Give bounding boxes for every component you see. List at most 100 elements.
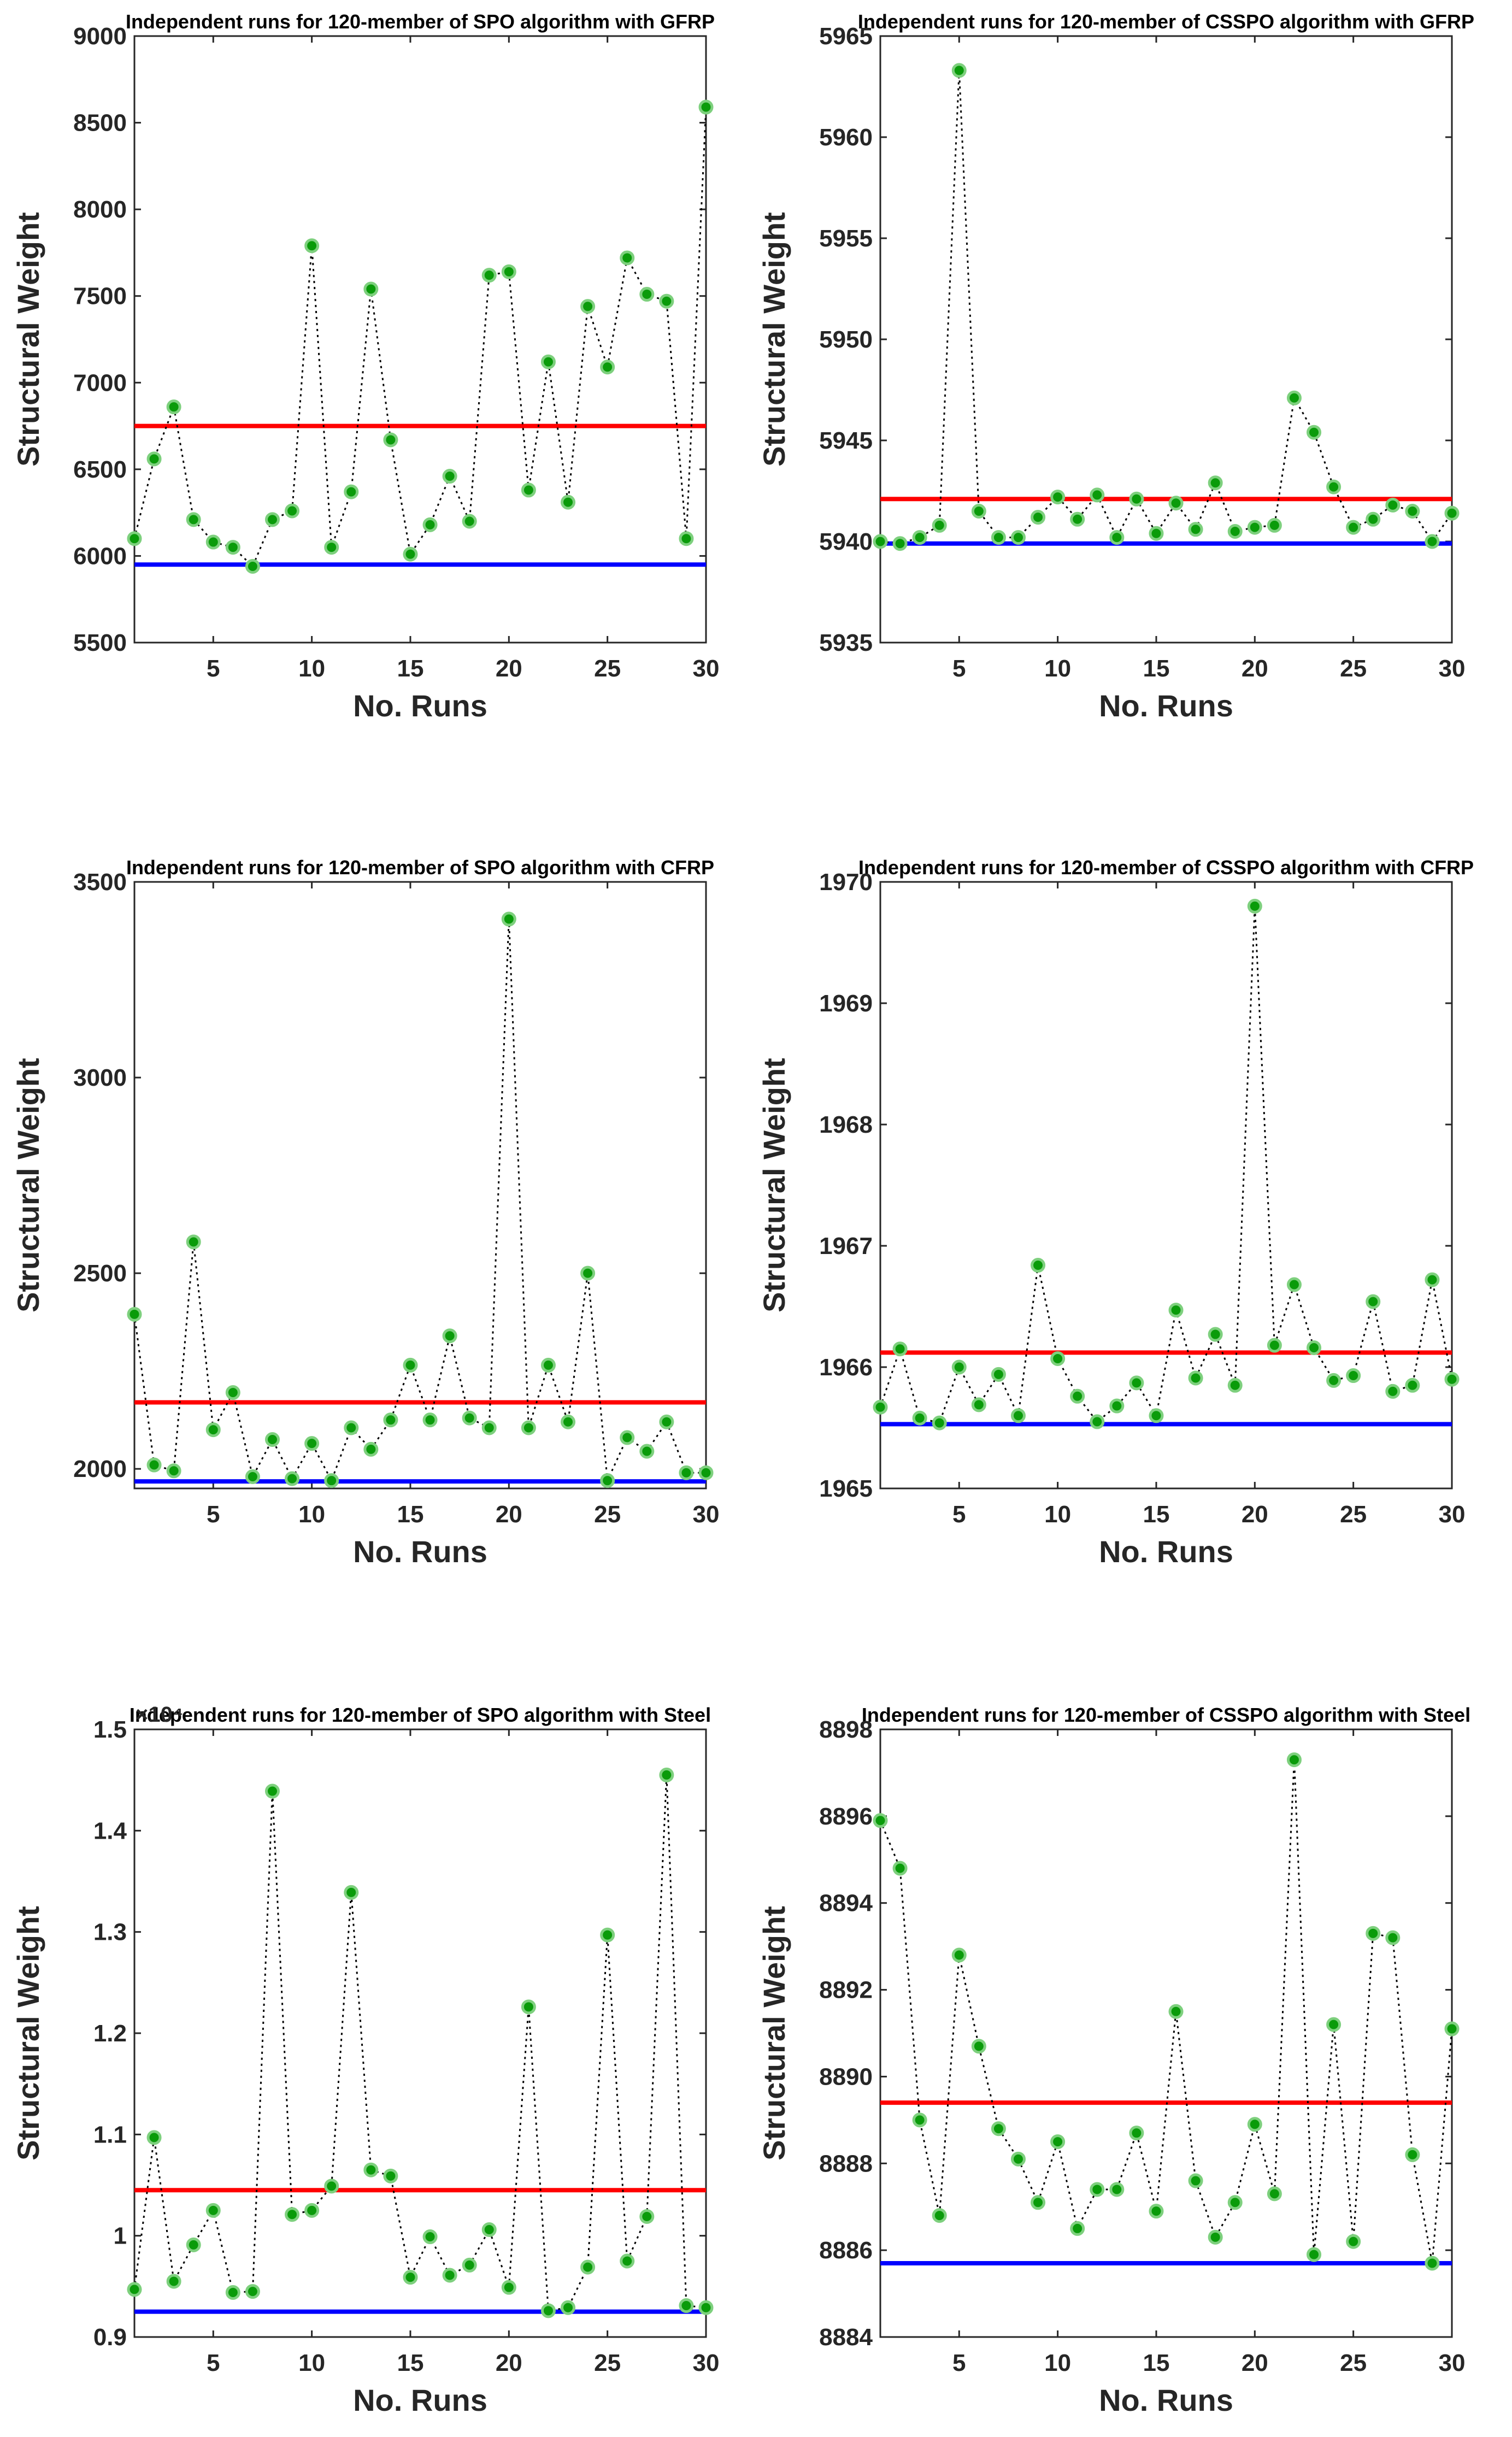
y-tick-label: 8884: [819, 2324, 873, 2351]
x-tick-label: 5: [207, 655, 220, 682]
x-axis-label: No. Runs: [1099, 2383, 1233, 2417]
data-point: [462, 514, 477, 529]
data-point: [971, 1397, 986, 1412]
y-tick-label: 8898: [819, 1716, 873, 1743]
y-tick-label: 8886: [819, 2237, 873, 2264]
data-point: [186, 2237, 201, 2252]
x-axis-label: No. Runs: [353, 688, 487, 723]
x-tick-label: 10: [298, 2350, 325, 2376]
y-tick-label: 2000: [73, 1456, 127, 1482]
data-point: [971, 2039, 986, 2054]
data-point: [912, 2112, 927, 2128]
x-tick-label: 30: [1439, 2350, 1466, 2376]
data-point: [1090, 2182, 1105, 2197]
x-tick-label: 30: [693, 2350, 720, 2376]
data-point: [383, 2168, 398, 2183]
y-tick-label: 5950: [819, 326, 873, 353]
data-point: [422, 517, 438, 532]
data-point: [205, 1422, 221, 1438]
data-point: [442, 2268, 457, 2283]
data-point: [1227, 524, 1243, 539]
data-point: [1247, 520, 1262, 535]
y-tick-label: 8890: [819, 2063, 873, 2090]
data-point: [679, 531, 694, 546]
data-point: [363, 2162, 379, 2177]
x-tick-label: 20: [496, 655, 522, 682]
data-point: [1346, 2234, 1361, 2249]
x-tick-label: 25: [1340, 655, 1367, 682]
data-point: [127, 1306, 142, 1322]
x-tick-label: 5: [207, 2350, 220, 2376]
data-point: [264, 1783, 280, 1799]
data-point: [304, 2203, 320, 2218]
x-tick-label: 15: [1143, 1501, 1169, 1528]
data-point: [1227, 1378, 1243, 1393]
data-point: [679, 2298, 694, 2314]
data-point: [1346, 520, 1361, 535]
chart-title: Independent runs for 120-member of SPO a…: [126, 856, 714, 879]
x-tick-label: 30: [693, 655, 720, 682]
data-point: [561, 1414, 576, 1429]
data-point: [1010, 530, 1026, 545]
y-tick-label: 8888: [819, 2150, 873, 2177]
data-point: [1444, 1371, 1460, 1387]
data-point: [344, 1885, 359, 1900]
data-point: [521, 1420, 536, 1435]
y-tick-label: 1968: [819, 1111, 873, 1138]
y-tick-label: 2500: [73, 1260, 127, 1287]
data-point: [1070, 511, 1085, 527]
data-point: [1109, 530, 1125, 545]
data-point: [1168, 1303, 1184, 1318]
x-tick-label: 20: [1242, 655, 1268, 682]
data-point: [1247, 2117, 1262, 2132]
chart-title: Independent runs for 120-member of CSSPO…: [858, 856, 1474, 879]
y-tick-label: 1.5: [93, 1716, 127, 1743]
data-point: [383, 1412, 398, 1428]
y-axis-label: Structural Weight: [757, 1058, 791, 1312]
data-point: [1425, 534, 1440, 549]
data-point: [698, 2300, 714, 2315]
data-point: [1168, 2004, 1184, 2019]
y-tick-label: 5960: [819, 124, 873, 151]
data-point: [1385, 497, 1401, 513]
data-point: [1129, 491, 1144, 507]
data-point: [324, 540, 339, 555]
data-point: [462, 2257, 477, 2273]
data-point: [1090, 487, 1105, 503]
chart-title: Independent runs for 120-member of SPO a…: [130, 1704, 711, 1726]
data-point: [1286, 390, 1302, 405]
data-point: [1267, 2186, 1282, 2201]
chart-title: Independent runs for 120-member of SPO a…: [126, 10, 715, 33]
data-point: [166, 1463, 181, 1479]
y-axis-label: Structural Weight: [11, 1906, 45, 2161]
x-axis-label: No. Runs: [353, 1534, 487, 1569]
y-tick-label: 0.9: [93, 2324, 127, 2351]
x-tick-label: 10: [1044, 1501, 1071, 1528]
data-point: [1129, 2126, 1144, 2141]
x-tick-label: 30: [1439, 1501, 1466, 1528]
axes-box: [133, 881, 707, 1490]
axes-box: [133, 1728, 707, 2338]
subplot-5: Independent runs for 120-member of SPO a…: [11, 1703, 719, 2417]
data-point: [403, 1357, 418, 1373]
x-tick-label: 15: [397, 1501, 423, 1528]
data-point: [1267, 517, 1282, 533]
y-tick-label: 1967: [819, 1233, 873, 1259]
y-exponent-label: ×10⁴: [136, 1703, 184, 1727]
y-tick-label: 9000: [73, 23, 127, 50]
data-point: [932, 2208, 947, 2223]
data-point: [225, 1385, 240, 1400]
data-point: [1070, 2221, 1085, 2236]
data-point: [1385, 1930, 1401, 1945]
data-point: [1267, 1338, 1282, 1353]
data-point: [639, 1444, 655, 1459]
data-point: [383, 432, 398, 448]
x-tick-label: 25: [594, 1501, 621, 1528]
data-point: [639, 2209, 655, 2224]
x-tick-label: 25: [1340, 1501, 1367, 1528]
data-point: [1208, 1327, 1223, 1342]
y-tick-label: 6000: [73, 543, 127, 569]
axes-box: [879, 1728, 1453, 2338]
data-point: [442, 469, 457, 484]
